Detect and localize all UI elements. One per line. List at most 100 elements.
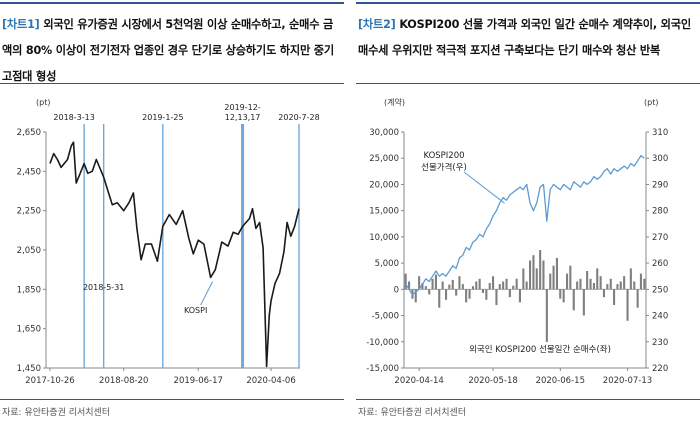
net-buy-bar bbox=[623, 276, 626, 290]
net-buy-bar bbox=[434, 274, 437, 290]
y-tick-label: 2,650 bbox=[17, 128, 41, 138]
net-buy-bar bbox=[636, 289, 639, 308]
net-buy-bar bbox=[629, 268, 632, 290]
net-buy-bar bbox=[508, 289, 511, 298]
y-tick-label: 1,450 bbox=[17, 364, 41, 374]
left-chart-title: [차트1] 외국인 유가증권 시장에서 5천억원 이상 순매수하고, 순매수 금… bbox=[2, 12, 342, 90]
net-buy-bar bbox=[559, 289, 562, 299]
left-y-tick-label: 0 bbox=[394, 285, 399, 295]
left-panel: [차트1] 외국인 유가증권 시장에서 5천억원 이상 순매수하고, 순매수 금… bbox=[0, 0, 344, 423]
net-buy-bar bbox=[599, 276, 602, 290]
net-buy-bar bbox=[586, 271, 589, 290]
net-buy-bar bbox=[592, 283, 595, 290]
net-buy-bar bbox=[596, 268, 599, 290]
title-divider bbox=[0, 83, 344, 84]
futures-annotation-label: 선물가격(우) bbox=[421, 162, 467, 173]
futures-annotation-leader bbox=[463, 171, 505, 204]
net-buy-bar bbox=[455, 289, 458, 296]
net-buy-bar bbox=[532, 255, 535, 290]
net-buy-bar bbox=[569, 265, 572, 290]
x-tick-label: 2020-04-14 bbox=[394, 376, 443, 386]
net-buy-bar bbox=[404, 273, 407, 290]
x-tick-label: 2020-04-06 bbox=[246, 376, 295, 386]
net-buy-bar bbox=[458, 276, 461, 290]
net-buy-bar bbox=[518, 289, 521, 303]
net-buy-bar bbox=[488, 283, 491, 290]
net-buy-bar bbox=[639, 273, 642, 290]
net-buy-bar bbox=[529, 260, 532, 290]
left-y-tick-label: 5,000 bbox=[375, 259, 399, 269]
net-buy-bar bbox=[512, 285, 515, 290]
left-y-tick-label: 20,000 bbox=[369, 180, 399, 190]
kospi-annotation-leader bbox=[200, 281, 214, 306]
net-buy-bar bbox=[542, 260, 545, 290]
right-panel: [차트2] KOSPI200 선물 가격과 외국인 일간 순매수 계약추이, 외… bbox=[356, 0, 700, 423]
event-marker-label: 2018-3-13 bbox=[53, 113, 94, 122]
net-buy-bar bbox=[555, 257, 558, 290]
right-chart-title-text: KOSPI200 선물 가격과 외국인 일간 순매수 계약추이, 외국인 매수세… bbox=[358, 18, 691, 57]
net-buy-bar bbox=[468, 289, 471, 299]
right-y-tick-label: 230 bbox=[652, 338, 668, 348]
left-y-tick-label: 30,000 bbox=[369, 128, 399, 138]
net-buy-bar bbox=[613, 289, 616, 305]
left-y-tick-label: 15,000 bbox=[369, 207, 399, 217]
left-y-axis-unit: (계약) bbox=[384, 97, 405, 107]
net-buy-bar bbox=[549, 273, 552, 290]
title-divider bbox=[356, 83, 700, 84]
y-tick-label: 1,850 bbox=[17, 285, 41, 295]
x-tick-label: 2020-05-18 bbox=[468, 376, 517, 386]
net-buy-bar bbox=[438, 289, 441, 308]
net-buy-bar bbox=[498, 284, 501, 290]
event-marker-label: 2019-12- bbox=[224, 103, 260, 112]
kospi-annotation-label: KOSPI bbox=[184, 306, 207, 315]
net-buy-bar bbox=[495, 289, 498, 305]
left-y-tick-label: -5,000 bbox=[372, 312, 399, 322]
left-y-tick-label: -15,000 bbox=[366, 364, 399, 374]
net-buy-bar bbox=[492, 276, 495, 290]
futures-bar-line-chart: (계약) (pt) 30,000 25,000 20,000 15,000 10,000 5,… bbox=[366, 97, 668, 386]
net-buy-bar bbox=[431, 278, 434, 290]
net-buy-bar bbox=[643, 278, 646, 290]
net-buy-bar bbox=[633, 281, 636, 290]
kospi-line-chart: (pt) 2,650 2,450 2,250 2,050 1,850 1,650 1,450 2… bbox=[17, 98, 320, 386]
net-buy-bar bbox=[572, 289, 575, 311]
y-axis-unit: (pt) bbox=[36, 98, 50, 107]
y-tick-label: 2,450 bbox=[17, 167, 41, 177]
net-buy-bar bbox=[414, 289, 417, 303]
right-y-tick-label: 270 bbox=[652, 233, 668, 243]
right-y-tick-label: 260 bbox=[652, 259, 668, 269]
netbuy-annotation-label: 외국인 KOSPI200 선물일간 순매수(좌) bbox=[469, 344, 611, 355]
net-buy-bar bbox=[522, 268, 525, 290]
net-buy-bar bbox=[505, 278, 508, 290]
right-y-tick-label: 240 bbox=[652, 312, 668, 322]
net-buy-bar bbox=[539, 250, 542, 290]
net-buy-bar bbox=[445, 289, 448, 300]
right-chart-tag: [차트2] bbox=[358, 18, 396, 31]
net-buy-bar bbox=[418, 276, 421, 290]
net-buy-bar bbox=[619, 281, 622, 290]
net-buy-bar bbox=[525, 281, 528, 290]
net-buy-bar bbox=[589, 278, 592, 290]
bottom-divider bbox=[0, 399, 344, 400]
net-buy-bar bbox=[616, 284, 619, 290]
net-buy-bar bbox=[606, 284, 609, 290]
x-tick-label: 2017-10-26 bbox=[25, 376, 74, 386]
y-tick-label: 1,650 bbox=[17, 325, 41, 335]
net-buy-bar bbox=[475, 281, 478, 290]
net-buy-bar bbox=[582, 289, 585, 316]
net-buy-bar bbox=[562, 289, 565, 303]
net-buy-bar bbox=[451, 279, 454, 290]
net-buy-bar bbox=[515, 278, 518, 290]
net-buy-bar bbox=[552, 265, 555, 290]
net-buy-bar bbox=[471, 286, 474, 290]
futures-annotation-label: KOSPI200 bbox=[423, 151, 464, 161]
left-source-note: 자료: 유안타증권 리서치센터 bbox=[2, 408, 111, 418]
x-tick-label: 2018-08-20 bbox=[99, 376, 148, 386]
left-chart-tag: [차트1] bbox=[2, 18, 40, 31]
net-buy-bar bbox=[626, 289, 629, 321]
y-tick-label: 2,250 bbox=[17, 207, 41, 217]
bottom-divider bbox=[356, 399, 700, 400]
netbuy-annotation-bg bbox=[450, 342, 628, 355]
right-chart-title: [차트2] KOSPI200 선물 가격과 외국인 일간 순매수 계약추이, 외… bbox=[358, 12, 698, 64]
net-buy-bar bbox=[441, 281, 444, 290]
